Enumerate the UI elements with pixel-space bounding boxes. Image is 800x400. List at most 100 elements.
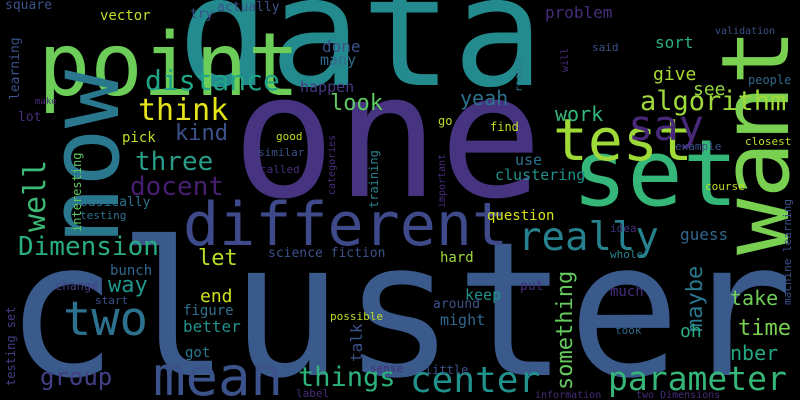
- word: possible: [330, 310, 383, 323]
- word: little: [425, 363, 468, 377]
- word: around: [433, 297, 480, 312]
- word: better: [183, 317, 241, 336]
- word: change: [55, 279, 98, 293]
- word: time: [738, 316, 791, 341]
- word: categories: [327, 135, 338, 195]
- word: testing set: [4, 307, 18, 386]
- word: happen: [300, 78, 354, 96]
- word: bunch: [110, 263, 152, 279]
- word: clustering: [495, 166, 585, 184]
- word: Dimension: [18, 232, 159, 262]
- word: put: [520, 279, 543, 294]
- word: different: [183, 190, 508, 260]
- word: example: [675, 140, 721, 153]
- word: parameter: [608, 359, 787, 398]
- word: similar: [258, 146, 305, 159]
- word: many: [320, 51, 356, 69]
- word: docent: [130, 172, 224, 202]
- word: well: [18, 160, 53, 232]
- word: take: [730, 286, 778, 310]
- word: called: [260, 163, 300, 176]
- word: pick: [122, 130, 156, 146]
- word: algorithm: [640, 86, 786, 117]
- word: group: [40, 363, 112, 391]
- word: way: [108, 273, 148, 298]
- word: much: [610, 284, 644, 300]
- word: say: [628, 101, 704, 150]
- word: really: [518, 215, 659, 260]
- word: square: [5, 0, 52, 13]
- word: three: [135, 147, 213, 177]
- word: point: [38, 14, 300, 116]
- word: one: [232, 36, 543, 237]
- word: took: [615, 324, 642, 337]
- word: result: [514, 56, 525, 92]
- word: keep: [465, 286, 501, 304]
- word: maybe: [683, 266, 708, 332]
- word: now: [28, 69, 141, 245]
- word: idea: [610, 222, 637, 235]
- word: might: [440, 311, 485, 329]
- word: validation: [715, 26, 775, 37]
- word: yeah: [460, 86, 508, 110]
- word: will: [560, 48, 571, 72]
- word: two: [63, 292, 148, 347]
- word: center: [410, 360, 540, 400]
- word: guess: [680, 225, 728, 244]
- word: testing: [80, 209, 126, 222]
- word: said: [592, 41, 619, 54]
- word: machine learning: [781, 199, 794, 305]
- word: find: [490, 120, 519, 134]
- word: cluster: [5, 202, 793, 400]
- word: training: [367, 150, 381, 208]
- word: vector: [100, 8, 151, 24]
- word: good: [276, 130, 303, 143]
- word: done: [322, 37, 361, 56]
- word: sense: [370, 362, 403, 375]
- word: talk: [347, 323, 366, 362]
- word: lot: [18, 110, 41, 125]
- word: course: [705, 180, 745, 193]
- word: two Dimensions: [636, 390, 720, 400]
- word: make: [35, 97, 57, 107]
- word: start: [95, 294, 128, 307]
- word: people: [748, 73, 791, 87]
- word: let: [198, 246, 238, 271]
- word: got: [185, 345, 210, 361]
- word: basically: [80, 195, 151, 210]
- word: kind: [175, 121, 228, 146]
- word: want: [702, 29, 800, 255]
- word: nber: [730, 341, 778, 365]
- word: label: [296, 387, 329, 400]
- word: actually: [217, 0, 280, 15]
- word: science fiction: [268, 246, 385, 261]
- word: data: [178, 0, 544, 121]
- word: use: [515, 151, 542, 169]
- word: work: [555, 102, 603, 126]
- word: go: [438, 114, 452, 128]
- word: problem: [545, 3, 612, 22]
- word: mean: [153, 345, 283, 400]
- word: question: [487, 208, 554, 224]
- word: give: [653, 64, 696, 85]
- word: test: [553, 106, 693, 174]
- word: something: [553, 271, 578, 390]
- word: end: [200, 286, 233, 307]
- word: sort: [655, 33, 694, 52]
- word: distance: [145, 64, 280, 97]
- word: important: [437, 154, 448, 208]
- word: closest: [745, 135, 791, 148]
- word: figure: [183, 303, 234, 319]
- word: oh: [680, 321, 702, 342]
- word: think: [138, 93, 228, 128]
- word: information: [535, 390, 601, 400]
- word: learning: [8, 37, 23, 100]
- word: see: [693, 79, 726, 100]
- word: set: [572, 120, 738, 227]
- word: look: [330, 91, 383, 116]
- word: things: [298, 362, 396, 393]
- word: hard: [440, 250, 474, 266]
